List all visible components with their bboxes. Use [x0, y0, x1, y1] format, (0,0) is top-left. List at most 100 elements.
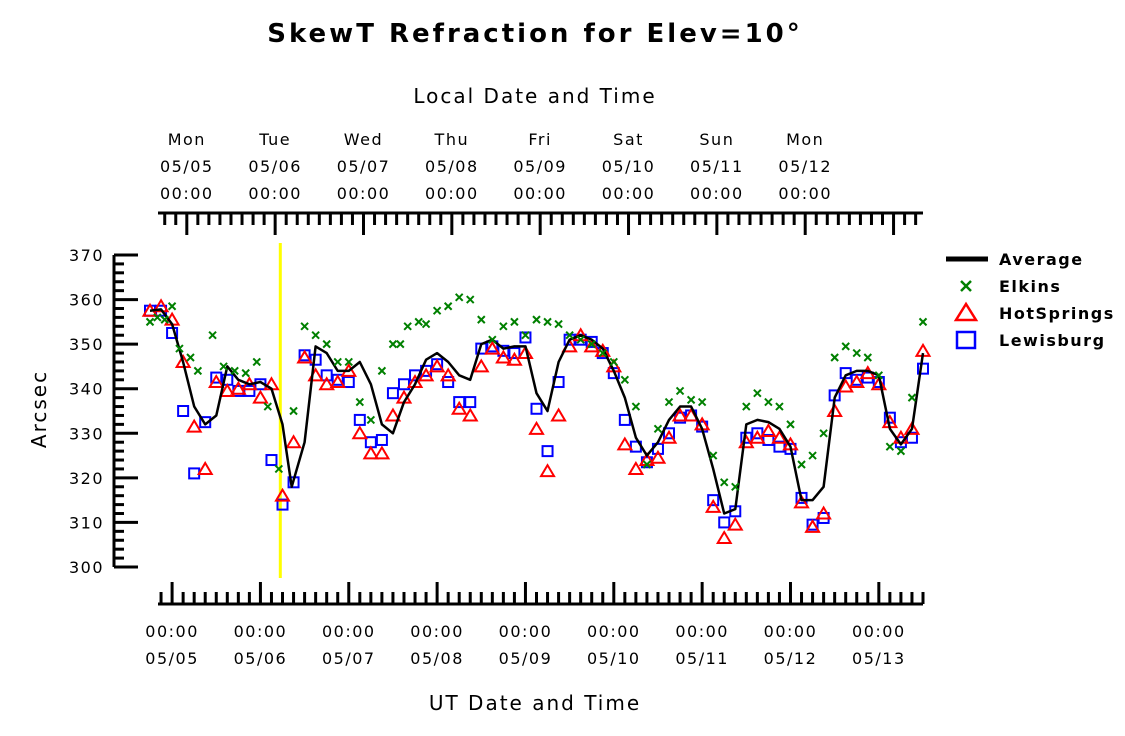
series-elkins: [145, 293, 928, 491]
x-stroke: [808, 451, 817, 460]
x-stroke: [388, 339, 398, 349]
top-tick-time: 00:00: [513, 184, 567, 203]
chart-title: SkewT Refraction for Elev=10°: [267, 19, 803, 49]
legend-swatch-triangle: [953, 301, 979, 322]
top-tick-day: Fri: [528, 130, 552, 149]
x-stroke: [720, 478, 729, 487]
legend-label-lewisburg: Lewisburg: [999, 331, 1106, 350]
x-stroke: [664, 397, 674, 407]
elkins-point: [443, 302, 453, 311]
x-stroke: [874, 371, 884, 380]
hotsprings-point: [230, 380, 247, 395]
x-stroke: [274, 464, 284, 474]
lewisburg-point: [663, 427, 676, 440]
top-tick-day: Thu: [434, 130, 470, 149]
legend-swatch-x: [960, 280, 972, 292]
lewisburg-point: [276, 498, 289, 511]
x-stroke: [289, 406, 298, 416]
hotsprings-point: [373, 445, 391, 460]
x-stroke: [414, 317, 423, 327]
lewisburg-point: [618, 413, 631, 426]
y-axis-title: Arcsec: [27, 370, 51, 448]
legend-label-hotsprings: HotSprings: [999, 304, 1115, 323]
x-stroke: [675, 386, 685, 396]
legend-swatch-square: [955, 330, 977, 350]
legend-item-average: Average: [946, 250, 1082, 269]
hotsprings-point: [804, 518, 821, 533]
elkins-point: [510, 317, 519, 327]
lewisburg-point: [177, 405, 190, 417]
hotsprings-point: [296, 349, 313, 364]
elkins-point: [403, 322, 412, 331]
elkins-point: [241, 368, 250, 378]
top-tick-time: 00:00: [690, 184, 744, 203]
lewisburg-point: [397, 378, 410, 391]
top-tick-day: Tue: [258, 130, 291, 149]
x-stroke: [396, 339, 405, 349]
lewisburg-point: [265, 454, 278, 467]
elkins-point: [208, 331, 217, 340]
hotsprings-point: [196, 460, 214, 475]
x-stroke: [510, 317, 519, 327]
elkins-point: [720, 478, 729, 487]
top-tick-time: 00:00: [337, 184, 391, 203]
lewisburg-point: [353, 413, 366, 426]
top-tick-date: 05/06: [248, 157, 302, 176]
elkins-point: [697, 397, 707, 407]
lewisburg-point: [442, 376, 455, 389]
hotsprings-point: [616, 436, 634, 451]
series-average: [149, 308, 925, 515]
lewisburg-point: [375, 433, 388, 446]
x-stroke: [403, 322, 412, 331]
hotsprings-point: [351, 425, 369, 440]
x-stroke: [432, 306, 442, 315]
lewisburg-point: [188, 467, 201, 480]
bottom-tick-date: 05/12: [764, 649, 818, 668]
lewisburg-point: [773, 440, 786, 453]
series-hotsprings: [141, 298, 932, 545]
y-tick-label: 350: [69, 335, 104, 354]
bottom-tick-time: 00:00: [234, 622, 288, 641]
elkins-point: [186, 353, 195, 362]
lewisburg-point: [497, 344, 510, 357]
y-tick-label: 300: [69, 558, 104, 577]
bottom-tick-time: 00:00: [764, 622, 818, 641]
elkins-point: [193, 366, 203, 376]
x-stroke: [786, 420, 795, 429]
x-stroke: [499, 322, 508, 331]
top-tick-date: 05/11: [690, 157, 744, 176]
top-tick-day: Sun: [699, 130, 734, 149]
x-stroke: [686, 395, 696, 405]
top-tick-day: Mon: [168, 130, 206, 149]
hotsprings-point: [439, 367, 457, 382]
elkins-point: [554, 319, 563, 329]
x-stroke: [742, 402, 751, 411]
hotsprings-point: [208, 374, 225, 389]
plot-series: [141, 293, 932, 545]
legend: Average Elkins HotSprings Lewisburg: [946, 250, 1115, 350]
legend-label-elkins: Elkins: [999, 277, 1061, 296]
x-stroke: [753, 388, 762, 398]
hotsprings-point: [362, 445, 380, 460]
x-stroke: [175, 344, 184, 353]
hotsprings-point: [627, 460, 645, 475]
legend-item-lewisburg: Lewisburg: [955, 330, 1106, 350]
x-stroke: [488, 335, 497, 344]
hotsprings-point: [252, 389, 269, 404]
average-line: [149, 308, 925, 515]
elkins-point: [230, 366, 239, 376]
x-stroke: [521, 331, 530, 340]
top-tick-date: 05/07: [337, 157, 391, 176]
top-axis-title: Local Date and Time: [413, 84, 656, 108]
elkins-point: [454, 293, 464, 302]
elkins-point: [786, 420, 795, 429]
x-stroke: [631, 402, 641, 411]
lewisburg-point: [917, 362, 929, 375]
elkins-point: [642, 460, 652, 469]
top-axis: Mon 05/05 00:00 Tue 05/06 00:00 Wed 05/07 00:00 T…: [158, 130, 923, 235]
x-stroke: [333, 357, 342, 367]
hotsprings-point: [837, 378, 854, 393]
elkins-point: [274, 464, 284, 474]
bottom-tick-time: 00:00: [587, 622, 641, 641]
